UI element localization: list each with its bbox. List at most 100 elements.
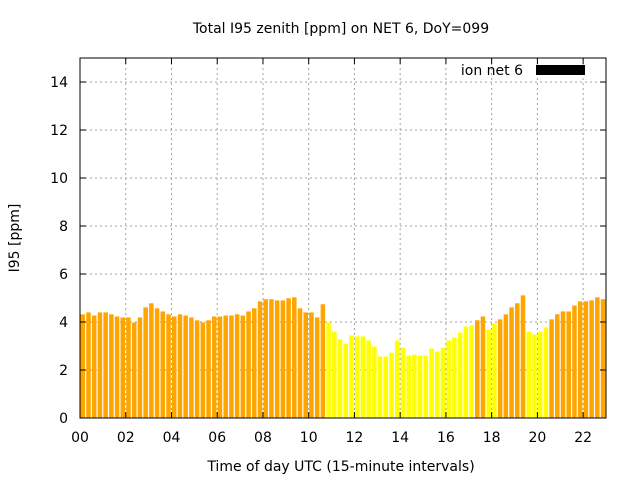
bar [297,308,303,418]
legend-label: ion net 6 [461,63,523,79]
bar [103,312,108,418]
bar [337,339,343,418]
bar [417,355,423,418]
bar [509,307,514,418]
bar [463,326,469,418]
y-tick-label: 8 [59,219,68,235]
x-tick-label: 04 [163,430,181,446]
bar [160,311,166,418]
bar [314,317,320,418]
bar [86,312,91,418]
y-tick-label: 2 [59,363,68,379]
x-tick-label: 16 [437,430,455,446]
bar [217,316,223,418]
bar [383,356,389,418]
bar [80,314,86,418]
grid [80,58,606,418]
bar [423,355,429,418]
bar [372,346,377,418]
bar [480,316,486,418]
bar [543,327,549,418]
x-tick-label: 12 [346,430,364,446]
bar [257,301,263,418]
bar [440,347,446,418]
bar [109,314,114,418]
bar [400,347,406,418]
bar [532,334,537,418]
bar [194,320,200,418]
bar [212,316,217,418]
bar [263,299,268,418]
bar [280,300,286,418]
y-tick-label: 10 [50,171,68,187]
x-tick-label: 10 [300,430,318,446]
bar [149,303,154,418]
bar [97,312,103,418]
legend-swatch [536,65,585,75]
bar [537,331,543,418]
bar [240,315,246,418]
bars [80,295,606,418]
bar [154,308,160,418]
bar [183,315,188,418]
bar [406,355,411,418]
bar [252,308,257,418]
bar [131,322,137,418]
bar [595,297,600,418]
x-tick-label: 08 [254,430,272,446]
bar [520,295,526,418]
bar [166,314,171,418]
bar [503,314,509,418]
bar [492,323,497,418]
bar [229,315,234,418]
bar [343,343,349,418]
bar [189,317,194,418]
bar [349,335,354,418]
bar [434,351,440,418]
plot-frame [79,57,607,419]
x-tick-label: 02 [117,430,135,446]
bar [549,319,554,418]
bar [137,317,143,418]
y-tick-label: 12 [50,123,68,139]
bar [292,297,297,418]
bar [429,348,434,418]
bar [120,317,126,418]
bar [126,317,131,418]
y-axis-label: I95 [ppm] [7,204,23,273]
bar [269,299,274,418]
chart-title: Total I95 zenith [ppm] on NET 6, DoY=099 [192,21,489,37]
bar [223,315,228,418]
bar [143,307,148,418]
bar [572,305,577,418]
bar [394,340,400,418]
bar [486,329,491,418]
bar [566,311,571,418]
bar [412,354,417,418]
x-tick-label: 00 [71,430,89,446]
bar [309,312,314,418]
bar [497,319,503,418]
bar [457,332,463,418]
x-tick-label: 14 [391,430,409,446]
bar [320,304,326,418]
bar [303,312,308,418]
legend: ion net 6 [461,63,585,79]
bar [200,322,206,418]
bar [171,316,177,418]
bar [234,314,240,418]
bar [469,325,474,418]
bar [600,299,606,418]
bar [326,322,331,418]
bar [354,336,360,418]
bar [332,331,337,418]
x-tick-label: 06 [208,430,226,446]
bar [475,320,480,418]
bar [515,303,520,418]
bar [360,336,366,418]
bar [555,314,560,418]
y-tick-label: 14 [50,75,68,91]
y-tick-label: 4 [59,315,68,331]
